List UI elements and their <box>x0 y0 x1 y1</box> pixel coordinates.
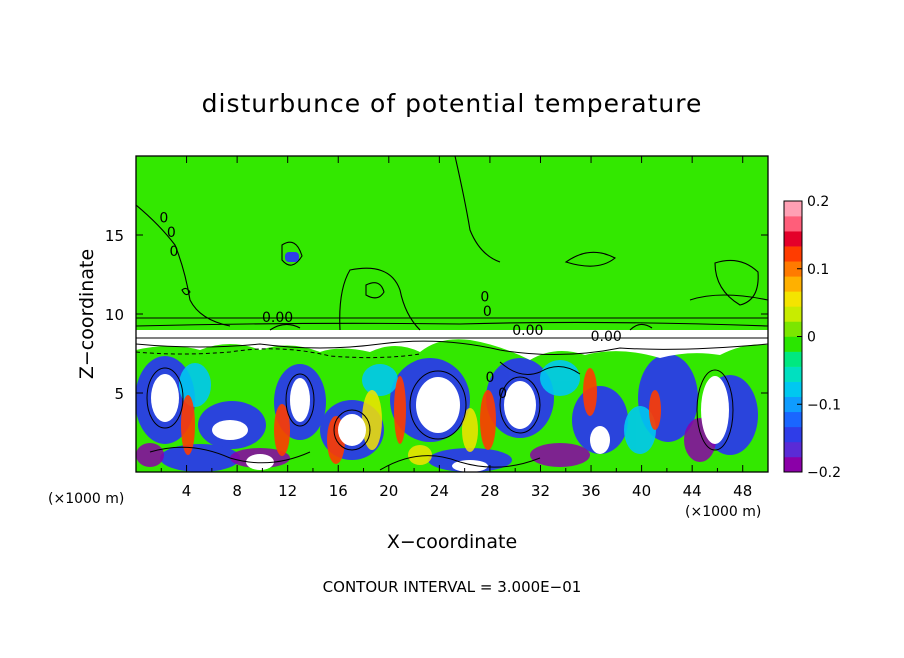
colorbar-swatch <box>784 366 802 382</box>
x-tick-label: 32 <box>531 482 550 500</box>
contour-label: 0 <box>498 386 507 402</box>
colorbar-swatch <box>784 456 802 473</box>
colorbar-swatch <box>784 351 802 367</box>
x-tick-label: 20 <box>379 482 398 500</box>
x-axis-label: X−coordinate <box>387 531 517 553</box>
colorbar-swatch <box>784 276 802 292</box>
colorbar-swatch <box>784 441 802 458</box>
contour-label: 0.00 <box>262 310 293 326</box>
colorbar-swatch <box>784 306 802 322</box>
contour-label: 0 <box>480 290 489 306</box>
y-tick-label: 15 <box>105 227 124 245</box>
x-tick-label: 40 <box>632 482 651 500</box>
colorbar-swatch <box>784 201 802 217</box>
x-tick-label: 44 <box>683 482 702 500</box>
colorbar-swatch <box>784 426 802 443</box>
contour-label: 0.00 <box>512 323 543 339</box>
colorbar-swatch <box>784 231 802 247</box>
contour-label: 0.00 <box>591 329 622 345</box>
colorbar-swatch <box>784 291 802 307</box>
x-axis: 4 8 12 16 20 24 28 32 36 40 44 48 <box>160 156 752 500</box>
colorbar-swatch <box>784 261 802 277</box>
y-axis-label: Z−coordinate <box>76 249 98 379</box>
contour-label: 0 <box>169 244 178 260</box>
x-tick-label: 36 <box>581 482 600 500</box>
colorbar-tick-label: 0 <box>807 330 816 346</box>
x-tick-label: 12 <box>278 482 297 500</box>
upper-contours <box>136 156 768 331</box>
colorbar-swatch <box>784 321 802 337</box>
colorbar-tick-label: 0.2 <box>807 194 829 210</box>
chart-title: disturbunce of potential temperature <box>202 89 703 118</box>
colorbar-tick-label: 0.1 <box>807 262 829 278</box>
y-tick-label: 5 <box>114 385 124 403</box>
colorbar-ticks: 0.2 0.1 0 −0.1 −0.2 <box>797 194 841 481</box>
x-tick-label: 28 <box>480 482 499 500</box>
cold-spot <box>285 252 299 262</box>
colorbar-swatch <box>784 246 802 262</box>
colorbar-swatch <box>784 396 802 413</box>
x-unit-right: (×1000 m) <box>685 504 761 520</box>
colorbar-tick-label: −0.2 <box>807 465 841 481</box>
x-tick-label: 4 <box>182 482 192 500</box>
x-tick-label: 16 <box>329 482 348 500</box>
colorbar-swatch <box>784 336 802 352</box>
colorbar-tick-label: −0.1 <box>807 397 841 413</box>
colorbar-swatch <box>784 381 802 398</box>
x-tick-label: 8 <box>232 482 242 500</box>
lower-field <box>136 330 768 472</box>
y-axis: 5 10 15 <box>105 227 768 403</box>
contour-label: 0 <box>159 211 168 227</box>
x-tick-label: 24 <box>430 482 449 500</box>
colorbar <box>783 200 803 473</box>
x-tick-label: 48 <box>733 482 752 500</box>
colorbar-swatch <box>784 216 802 232</box>
y-tick-label: 10 <box>105 306 124 324</box>
contour-label: 0 <box>485 370 494 386</box>
x-unit-left: (×1000 m) <box>48 491 124 507</box>
upper-field <box>136 156 768 334</box>
colorbar-swatch <box>784 411 802 428</box>
contour-label: 0 <box>167 225 176 241</box>
contour-label: 0 <box>483 304 492 320</box>
contour-interval-note: CONTOUR INTERVAL = 3.000E−01 <box>323 578 582 596</box>
